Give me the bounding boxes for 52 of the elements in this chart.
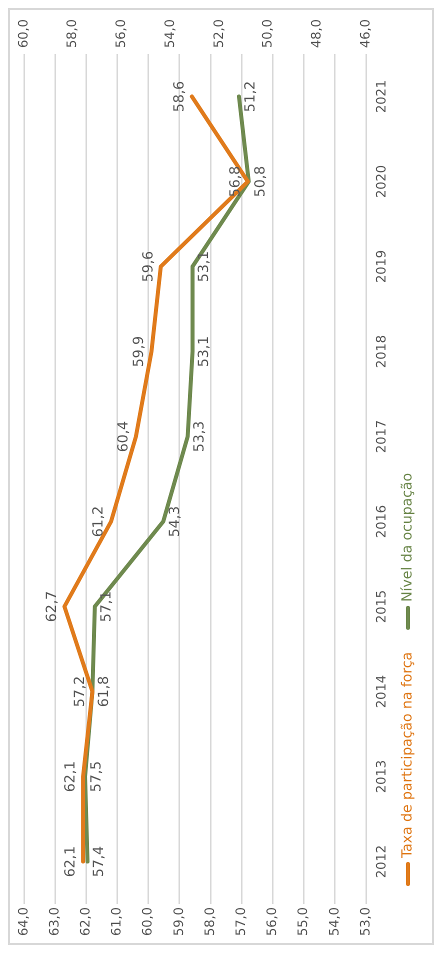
x-tick-label: 61,0	[110, 907, 125, 936]
x2-tick-label: 52,0	[212, 19, 227, 48]
data-label: 62,1	[62, 760, 79, 792]
text: Taxa de participação na força	[400, 652, 416, 860]
x-tick-label: 53,0	[358, 907, 374, 936]
y-tick-label: 2017	[374, 420, 390, 454]
x-tick-label: 60,0	[140, 907, 156, 936]
data-label: 58,6	[172, 80, 188, 112]
x-tick-label: 56,0	[265, 907, 280, 936]
data-label: 57,5	[88, 760, 105, 792]
data-label: 59,9	[131, 336, 148, 368]
data-label: 62,7	[44, 590, 60, 622]
data-label: 62,1	[62, 846, 79, 878]
y-tick-label: 2021	[374, 80, 390, 114]
x-tick-label: 59,0	[172, 907, 187, 936]
x2-tick-label: 60,0	[16, 19, 32, 48]
x2-tick-label: 46,0	[358, 19, 374, 48]
y-tick-label: 2014	[374, 674, 390, 708]
data-label: 51,2	[242, 80, 259, 112]
data-label: 61,2	[90, 506, 107, 538]
y-tick-label: 2015	[374, 590, 390, 624]
text: Nível da ocupação	[400, 472, 416, 602]
data-label: 59,6	[140, 250, 156, 282]
y-tick-label: 2016	[374, 504, 390, 538]
data-label: 57,4	[91, 846, 108, 878]
x2-tick-label: 50,0	[260, 19, 276, 48]
x-tick-label: 62,0	[78, 907, 94, 936]
data-label: 57,1	[98, 590, 114, 622]
x-tick-label: 55,0	[296, 907, 312, 936]
y-tick-label: 2018	[374, 334, 390, 368]
x2-tick-label: 56,0	[114, 19, 130, 48]
x-tick-label: 54,0	[327, 907, 342, 936]
y-tick-label: 2019	[374, 250, 390, 284]
data-label: 56,8	[227, 166, 244, 198]
x-tick-label: 63,0	[47, 907, 62, 936]
data-label: 60,4	[116, 420, 132, 452]
y-tick-label: 2012	[374, 845, 390, 878]
y-tick-label: 2013	[374, 760, 390, 794]
data-label: 54,3	[166, 506, 183, 538]
x-tick-label: 64,0	[16, 907, 32, 936]
x2-tick-label: 48,0	[310, 19, 325, 48]
data-label: 53,1	[196, 250, 212, 282]
data-label: 61,8	[96, 676, 112, 708]
data-label: 53,3	[191, 420, 208, 452]
y-tick-label: 2020	[374, 164, 390, 198]
data-label: 50,8	[252, 166, 268, 198]
x2-tick-label: 54,0	[162, 19, 178, 48]
data-label: 53,1	[196, 336, 212, 368]
x2-tick-label: 58,0	[65, 19, 80, 48]
x-tick-label: 58,0	[202, 907, 218, 936]
data-label: 57,2	[72, 676, 88, 708]
x-tick-label: 57,0	[234, 907, 250, 936]
